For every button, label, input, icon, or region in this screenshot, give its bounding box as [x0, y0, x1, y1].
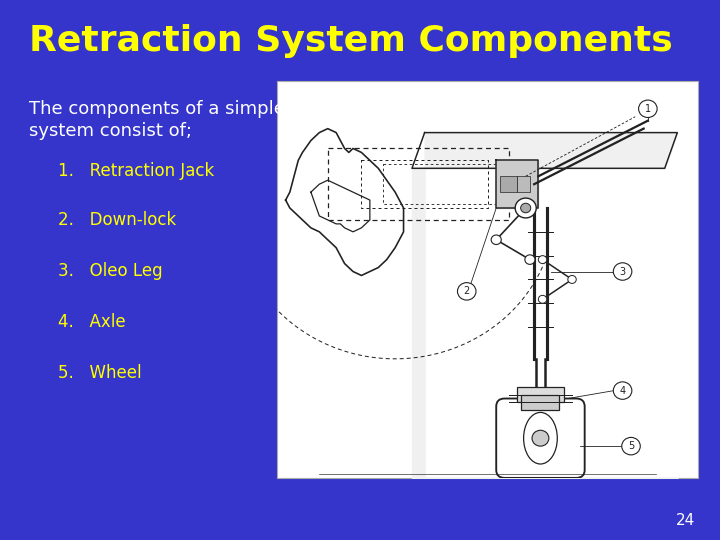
Circle shape [491, 235, 501, 245]
Text: The components of a simple  landing  gear  and  retraction: The components of a simple landing gear … [29, 100, 561, 118]
Circle shape [568, 275, 576, 284]
Text: 4: 4 [619, 386, 626, 396]
Text: Retraction System Components: Retraction System Components [29, 24, 672, 58]
Bar [500, 176, 517, 192]
Circle shape [539, 255, 546, 264]
Circle shape [622, 437, 640, 455]
Circle shape [521, 203, 531, 213]
Text: 5: 5 [628, 441, 634, 451]
Circle shape [532, 430, 549, 446]
Text: 3.   Oleo Leg: 3. Oleo Leg [58, 262, 162, 280]
Bar [517, 387, 564, 402]
Bar [521, 395, 559, 410]
Text: 24: 24 [675, 513, 695, 528]
Circle shape [639, 100, 657, 118]
FancyBboxPatch shape [496, 399, 585, 478]
Text: system consist of;: system consist of; [29, 122, 192, 139]
Text: 2.   Down-lock: 2. Down-lock [58, 211, 176, 228]
Circle shape [516, 198, 536, 218]
Text: 3: 3 [619, 267, 626, 276]
Circle shape [613, 263, 632, 280]
Circle shape [539, 295, 546, 303]
Ellipse shape [523, 413, 557, 464]
Text: 5.   Wheel: 5. Wheel [58, 364, 141, 382]
Circle shape [457, 282, 476, 300]
Text: 1.   Retraction Jack: 1. Retraction Jack [58, 162, 214, 180]
Circle shape [525, 255, 535, 265]
Text: 1: 1 [645, 104, 651, 114]
Text: 4.   Axle: 4. Axle [58, 313, 125, 331]
Circle shape [613, 382, 632, 399]
FancyBboxPatch shape [277, 81, 698, 478]
Text: 2: 2 [464, 286, 470, 296]
Bar [517, 176, 530, 192]
